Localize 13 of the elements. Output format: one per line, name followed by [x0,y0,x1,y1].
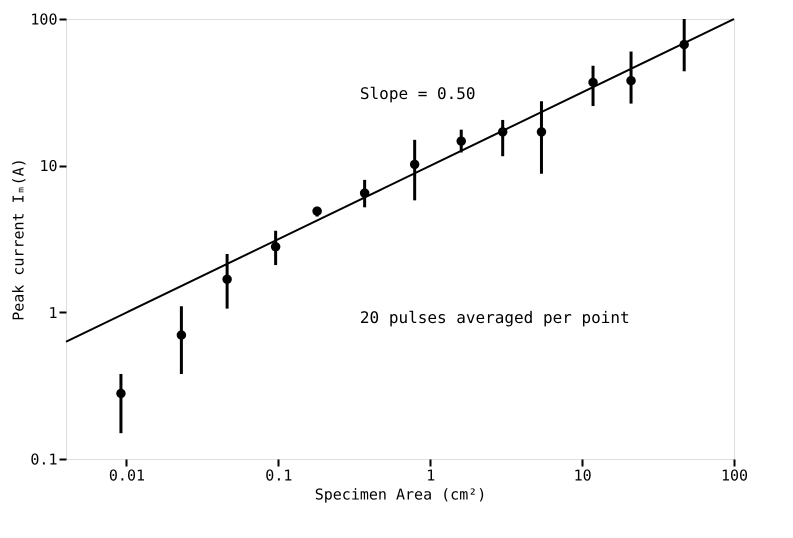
x-tick-label: 10 [574,466,592,484]
x-tick-label: 0.1 [265,466,292,484]
y-tick-label: 0.1 [30,450,58,468]
y-tick-label: 1 [48,304,58,322]
y-tick-label: 10 [39,157,58,176]
annotation: Slope = 0.50 [360,84,476,103]
annotation: 20 pulses averaged per point [360,308,630,328]
y-tick-label: 100 [30,10,58,28]
x-tick-label: 100 [720,466,748,484]
x-axis-title: Specimen Area (cm²) [314,486,486,504]
y-axis-title: Peak current Iₘ(A) [9,158,28,321]
x-tick-label: 0.01 [108,466,146,484]
x-tick-label: 1 [426,466,436,484]
